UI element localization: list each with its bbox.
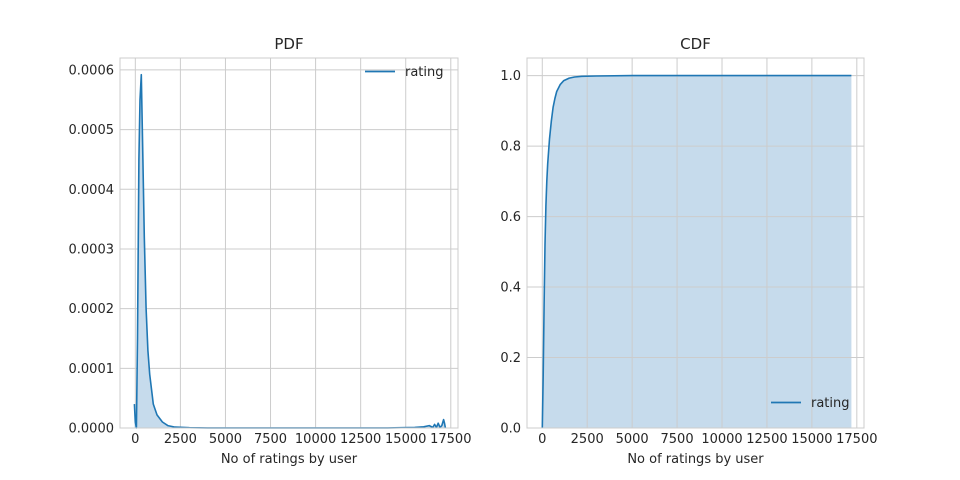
cdf-x-tick-label-6: 15000 xyxy=(791,432,832,447)
pdf-x-tick-label-4: 10000 xyxy=(295,432,336,447)
cdf-frame xyxy=(526,57,865,429)
cdf-plot xyxy=(542,75,852,428)
pdf-y-tick-label-4: 0.0004 xyxy=(69,183,115,198)
pdf-y-tick-label-1: 0.0001 xyxy=(69,362,115,377)
pdf-x-axis-label: No of ratings by user xyxy=(221,452,358,467)
cdf-y-tick-label-0: 0.0 xyxy=(500,422,521,437)
pdf-y-tick-label-0: 0.0000 xyxy=(69,422,115,437)
cdf-legend: rating xyxy=(771,396,850,411)
cdf-x-tick-label-7: 17500 xyxy=(836,432,877,447)
cdf-y-tick-label-2: 0.4 xyxy=(500,281,521,296)
cdf-y-tick-label-1: 0.2 xyxy=(500,351,521,366)
pdf-chart: 0 2500 5000 7500 10000 12500 15000 17500 0.0000 0… xyxy=(69,35,472,467)
pdf-legend-label: rating xyxy=(405,65,444,80)
pdf-y-tick-label-5: 0.0005 xyxy=(69,123,115,138)
cdf-legend-label: rating xyxy=(811,396,850,411)
cdf-x-tick-label-3: 7500 xyxy=(661,432,694,447)
cdf-rating-area xyxy=(542,75,852,428)
cdf-line-layer xyxy=(541,74,852,429)
pdf-legend: rating xyxy=(365,65,444,80)
pdf-x-tick-label-0: 0 xyxy=(131,432,139,447)
cdf-chart: 0 2500 5000 7500 10000 12500 15000 17500 0.0 0.2 0… xyxy=(500,35,877,467)
cdf-x-tick-label-4: 10000 xyxy=(701,432,742,447)
cdf-y-tick-label-4: 0.8 xyxy=(500,140,521,155)
cdf-x-tick-label-1: 2500 xyxy=(571,432,604,447)
pdf-title: PDF xyxy=(274,35,303,53)
cdf-y-tick-label-3: 0.6 xyxy=(500,210,521,225)
cdf-tick-labels: 0 2500 5000 7500 10000 12500 15000 17500 0.0 0.2 0… xyxy=(500,69,877,447)
cdf-x-tick-label-0: 0 xyxy=(538,432,546,447)
pdf-x-tick-label-2: 5000 xyxy=(209,432,242,447)
cdf-x-axis-label: No of ratings by user xyxy=(627,452,764,467)
cdf-x-tick-label-5: 12500 xyxy=(746,432,787,447)
cdf-x-tick-label-2: 5000 xyxy=(616,432,649,447)
pdf-x-tick-label-6: 15000 xyxy=(385,432,426,447)
pdf-tick-labels: 0 2500 5000 7500 10000 12500 15000 17500 0.0000 0… xyxy=(69,63,472,447)
pdf-frame xyxy=(119,57,459,429)
pdf-x-tick-label-5: 12500 xyxy=(340,432,381,447)
cdf-rating-line xyxy=(541,74,852,429)
pdf-x-tick-label-1: 2500 xyxy=(164,432,197,447)
pdf-y-tick-label-6: 0.0006 xyxy=(69,63,115,78)
pdf-y-tick-label-2: 0.0002 xyxy=(69,302,115,317)
pdf-y-tick-label-3: 0.0003 xyxy=(69,242,115,257)
cdf-y-tick-label-5: 1.0 xyxy=(500,69,521,84)
pdf-x-tick-label-7: 17500 xyxy=(430,432,471,447)
pdf-x-tick-label-3: 7500 xyxy=(254,432,287,447)
cdf-title: CDF xyxy=(680,35,711,53)
